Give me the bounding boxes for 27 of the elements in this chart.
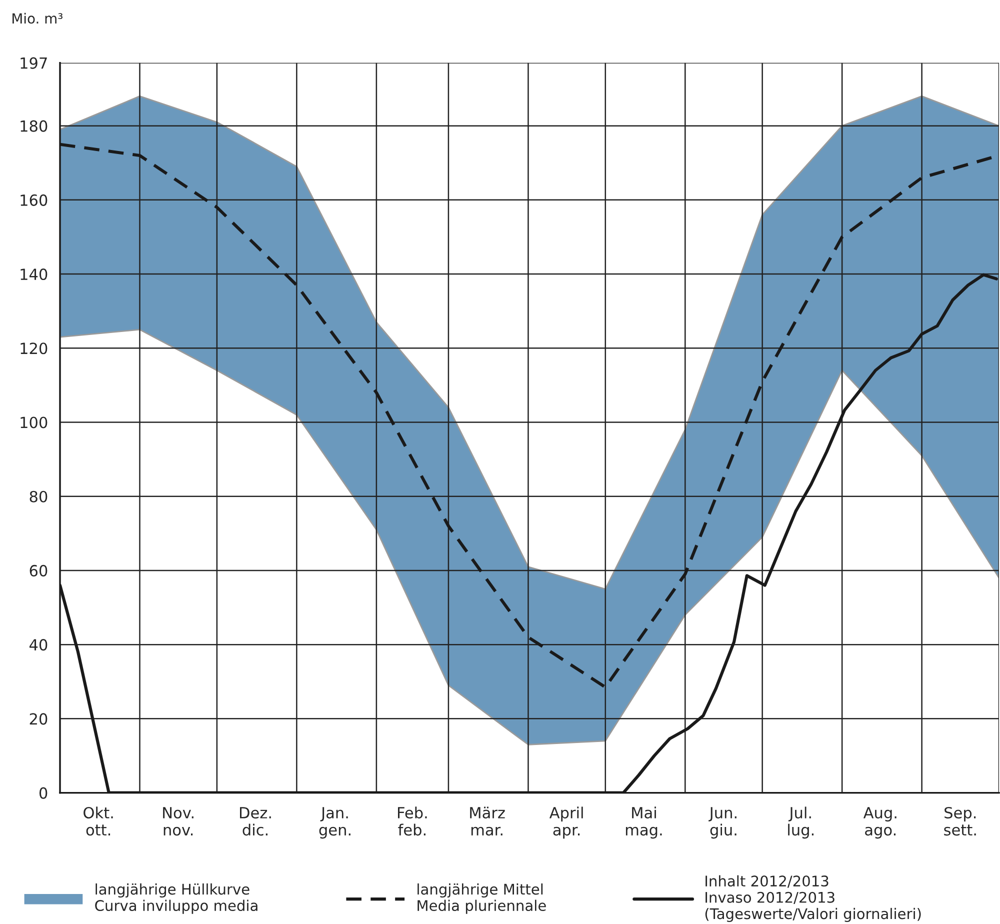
x-tick-label: Sep. sett. <box>944 806 976 836</box>
y-tick-label: 140 <box>20 268 48 280</box>
y-tick-label: 0 <box>39 787 48 799</box>
y-tick-label: 160 <box>20 194 48 206</box>
x-tick-label: Dez. dic. <box>240 807 271 836</box>
x-tick-label: März mar. <box>470 806 505 836</box>
y-axis-title: Mio. m³ <box>12 12 62 24</box>
x-tick-label: Jan. gen. <box>319 807 350 839</box>
y-tick-label: 100 <box>20 416 48 428</box>
x-tick-label: Feb. feb. <box>398 806 427 836</box>
y-tick-label: 20 <box>30 713 48 725</box>
x-tick-label: Mai mag. <box>626 806 662 839</box>
x-tick-label: Nov. nov. <box>163 807 194 836</box>
x-tick-label: Jun. giu. <box>708 807 736 839</box>
y-tick-label: 60 <box>30 564 48 576</box>
y-tick-label: 180 <box>20 120 48 132</box>
legend-label: langjährige Hüllkurve Curva inviluppo media <box>95 883 258 914</box>
x-tick-label: April apr. <box>549 806 583 839</box>
x-tick-label: Okt. ott. <box>84 806 113 836</box>
y-tick-label: 80 <box>30 490 48 502</box>
legend-label: langjährige Mittel Media pluriennale <box>418 883 546 914</box>
legend-label: Inhalt 2012/2013 Invaso 2012/2013 (Tageswerte/Valori giornalieri) <box>705 875 921 922</box>
y-tick-label: 120 <box>20 342 48 354</box>
y-tick-label: 40 <box>30 639 48 651</box>
x-tick-label: Jul. lug. <box>788 806 814 839</box>
y-tick-label: 197 <box>20 57 47 69</box>
x-tick-label: Aug. ago. <box>863 807 896 839</box>
